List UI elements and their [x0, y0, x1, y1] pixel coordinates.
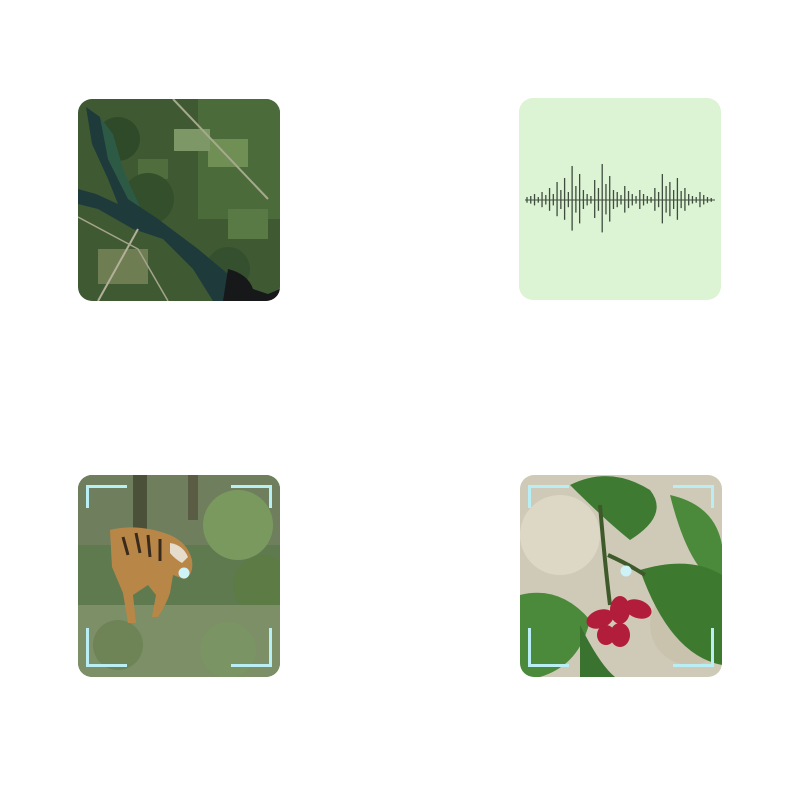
audio-waveform-tile[interactable]	[519, 98, 721, 300]
satellite-image-tile[interactable]	[78, 99, 280, 301]
focus-point-icon	[178, 567, 190, 579]
audio-waveform-icon	[525, 164, 715, 233]
viewfinder-corner-top-left	[528, 485, 569, 508]
viewfinder-corner-bottom-left	[528, 628, 569, 667]
viewfinder-corner-top-left	[86, 485, 127, 508]
focus-point-icon	[620, 565, 632, 577]
viewfinder-corner-top-right	[231, 485, 272, 508]
plant-image-tile[interactable]	[520, 475, 722, 677]
viewfinder-corner-bottom-right	[673, 628, 714, 667]
viewfinder-corner-bottom-left	[86, 628, 127, 667]
viewfinder-corner-top-right	[673, 485, 714, 508]
tiger-image-tile[interactable]	[78, 475, 280, 677]
plant-berries-image	[520, 475, 722, 677]
satellite-map-image	[78, 99, 280, 301]
viewfinder-corner-bottom-right	[231, 628, 272, 667]
